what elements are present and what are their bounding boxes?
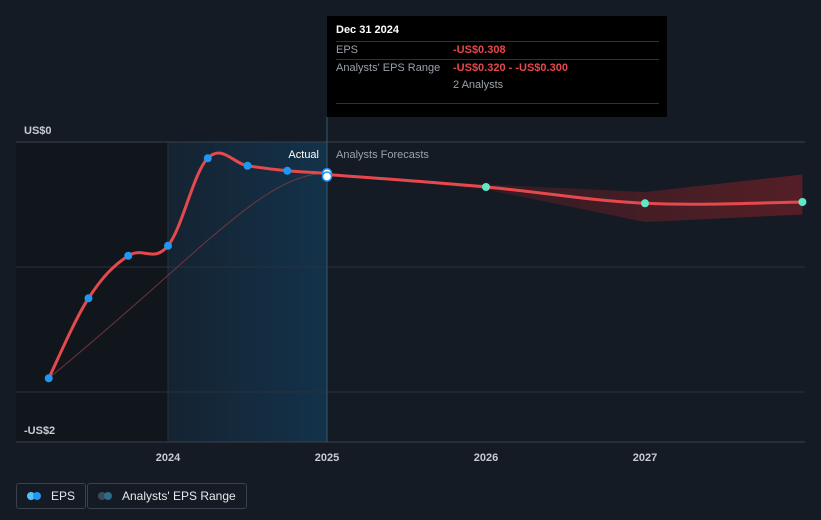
x-tick-label: 2027 [633,452,657,464]
eps-actual-point [84,294,93,303]
region-label-actual: Actual [288,149,319,161]
eps-actual-point [44,374,53,383]
tooltip-eps-label: EPS [336,44,359,56]
legend-eps[interactable]: EPS [16,483,87,509]
tooltip-row-analysts: 2 Analysts [336,77,659,94]
tooltip-analysts-count: 2 Analysts [453,79,504,91]
legend-eps-label: EPS [51,489,76,503]
x-tick-label: 2024 [156,452,181,464]
region-label-forecast: Analysts Forecasts [336,149,429,161]
trend-line [48,172,328,379]
eps-forecast-point [798,198,807,206]
eps-actual-point [124,251,133,260]
x-tick-label: 2026 [474,452,498,464]
eps-actual-point [164,241,172,250]
eps-actual-point [243,161,252,170]
y-axis-bottom-label: -US$2 [24,425,55,437]
tooltip-row-range: Analysts' EPS Range -US$0.320 - -US$0.30… [336,59,659,77]
eps-forecast-point [641,199,649,208]
tooltip-row-eps: EPS -US$0.308 [336,41,659,59]
eps-forecast-line [325,173,804,206]
tooltip-divider [336,103,659,104]
eps-actual-point [203,154,212,163]
x-tick-label: 2025 [315,452,339,464]
eps-tooltip: Dec 31 2024 EPS -US$0.308 Analysts' EPS … [327,16,667,117]
tooltip-analysts-label [336,77,453,94]
legend-eps-swatch [27,492,43,500]
tooltip-range-value: -US$0.320 - -US$0.300 [453,62,568,74]
tooltip-date: Dec 31 2024 [336,24,399,36]
analysts-eps-range-band [327,174,803,222]
eps-actual-point [283,166,292,175]
eps-forecast-point [482,183,490,191]
legend-analysts-range[interactable]: Analysts' EPS Range [87,483,247,509]
legend-range-swatch [98,492,114,500]
y-axis-top-label: US$0 [24,125,52,137]
legend-range-label: Analysts' EPS Range [122,489,236,503]
hover-point [321,171,333,182]
tooltip-eps-value: -US$0.308 [453,44,506,56]
tooltip-range-label: Analysts' EPS Range [336,62,441,74]
